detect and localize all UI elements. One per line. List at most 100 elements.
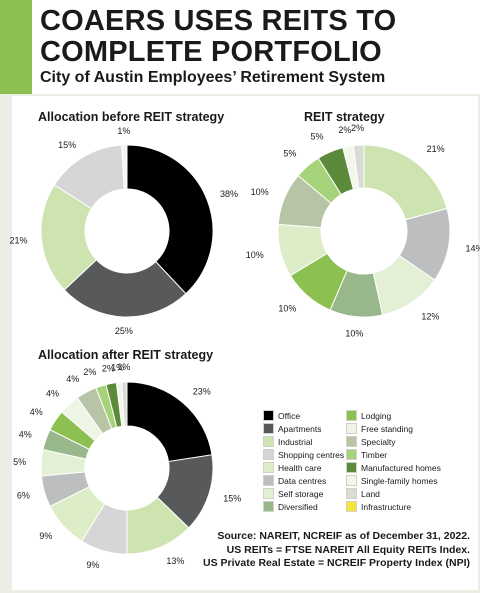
legend-label: Timber [361, 449, 388, 460]
donut-reit: 21% 14% 12% 10% 10% 10% 10% 5% 5% 2%2% [246, 123, 480, 339]
legend-label: Land [361, 488, 380, 499]
legend-item: Industrial [263, 436, 313, 447]
page-subtitle: City of Austin Employees’ Retirement Sys… [40, 69, 386, 86]
legend: Office Apartments Industrial Shopping centr… [263, 410, 473, 530]
donut-2-label-7: 4% [19, 429, 32, 439]
legend-item: Land [346, 488, 380, 499]
donut-2-label-6: 5% [13, 457, 26, 467]
legend-item: Health care [263, 462, 321, 473]
legend-swatch [346, 410, 357, 421]
donut-0-label-2: 21% [9, 235, 27, 245]
legend-label: Self storage [278, 488, 324, 499]
legend-item: Lodging [346, 410, 391, 421]
donut-2-label-3: 9% [86, 560, 99, 570]
donut-1-label-8: 5% [310, 131, 323, 141]
legend-item: Diversified [263, 501, 318, 512]
legend-swatch [346, 449, 357, 460]
page-title: COAERS USES REITS TO COMPLETE PORTFOLIO [40, 5, 397, 68]
legend-item: Specialty [346, 436, 396, 447]
donut-2-label-8: 4% [30, 407, 43, 417]
legend-label: Manufactured homes [361, 462, 441, 473]
donut-0-label-4: 1% [117, 126, 130, 136]
donut-1-label-6: 10% [251, 187, 269, 197]
legend-swatch [263, 501, 274, 512]
donut-0-slice-4 [121, 144, 128, 190]
donut-2-label-2: 13% [166, 556, 184, 566]
donut-2-label-11: 2% [83, 367, 96, 377]
legend-swatch [346, 436, 357, 447]
donut-1-label-2: 12% [421, 312, 439, 322]
legend-item: Shopping centres [263, 449, 344, 460]
legend-label: Lodging [361, 410, 392, 421]
donut-after: 23%15%13%9%9%6%5%4%4%4%4%2% 2%1%1% [13, 362, 241, 570]
legend-swatch [346, 423, 357, 434]
donut-2-label-12: 2% [102, 364, 115, 374]
legend-label: Health care [278, 462, 322, 473]
legend-item: Self storage [263, 488, 323, 499]
source-line-3: US Private Real Estate = NCREIF Property… [203, 557, 470, 569]
donut-1-label-7: 5% [283, 148, 296, 158]
chart-title-before: Allocation before REIT strategy [38, 110, 225, 124]
donut-1-label-9: 2% [338, 125, 351, 135]
donut-0-label-0: 38% [220, 189, 238, 199]
legend-label: Specialty [361, 436, 396, 447]
legend-swatch [346, 462, 357, 473]
donut-2-label-14: 1% [117, 362, 130, 372]
legend-label: Infrastructure [361, 501, 412, 512]
donut-1-label-4: 10% [278, 304, 296, 314]
legend-swatch [263, 436, 274, 447]
legend-swatch [263, 423, 274, 434]
legend-item: Office [263, 410, 300, 421]
legend-label: Shopping centres [278, 449, 345, 460]
legend-label: Apartments [278, 423, 322, 434]
legend-swatch [346, 475, 357, 486]
legend-label: Single-family homes [361, 475, 438, 486]
donut-1-label-1: 14% [465, 244, 480, 254]
header: COAERS USES REITS TO COMPLETE PORTFOLIO … [0, 0, 480, 94]
legend-swatch [263, 410, 274, 421]
donut-1-label-0: 21% [427, 144, 445, 154]
donut-1-label-10: 2% [351, 123, 364, 133]
legend-swatch [263, 449, 274, 460]
donut-0-slice-1 [63, 259, 187, 318]
donut-0-slice-0 [126, 144, 214, 295]
legend-label: Industrial [278, 436, 313, 447]
legend-swatch [263, 475, 274, 486]
donut-2-label-1: 15% [223, 494, 241, 504]
legend-item: Infrastructure [346, 501, 411, 512]
legend-label: Office [278, 410, 301, 421]
legend-swatch [263, 488, 274, 499]
donut-2-label-10: 4% [66, 374, 79, 384]
legend-item: Free standing [346, 423, 413, 434]
donut-2-label-0: 23% [193, 386, 211, 396]
accent-bar [0, 0, 32, 94]
chart-title-after: Allocation after REIT strategy [38, 348, 214, 362]
donut-1-label-3: 10% [345, 329, 363, 339]
legend-swatch [346, 501, 357, 512]
legend-item: Single-family homes [346, 475, 438, 486]
legend-item: Manufactured homes [346, 462, 441, 473]
donut-2-label-5: 6% [17, 491, 30, 501]
source-line-2: US REITs = FTSE NAREIT All Equity REITs … [226, 543, 470, 556]
legend-item: Timber [346, 449, 387, 460]
legend-swatch [263, 462, 274, 473]
legend-label: Free standing [361, 423, 413, 434]
donut-0-label-3: 15% [58, 140, 76, 150]
legend-label: Data centres [278, 475, 327, 486]
legend-item: Apartments [263, 423, 321, 434]
donut-2-label-13: 1% [111, 362, 124, 372]
donut-0-label-1: 25% [115, 326, 133, 336]
donut-1-label-5: 10% [246, 250, 264, 260]
donut-2-label-4: 9% [39, 531, 52, 541]
legend-swatch [346, 488, 357, 499]
source-line-1: Source: NAREIT, NCREIF as of December 31… [217, 530, 470, 542]
legend-label: Diversified [278, 501, 318, 512]
chart-panel: Allocation before REIT strategy 38% 25% 21… [9, 96, 480, 590]
legend-item: Data centres [263, 475, 326, 486]
donut-before: 38% 25% 21% 15% 1% [9, 126, 238, 336]
chart-title-reit: REIT strategy [304, 110, 385, 124]
donut-2-slice-14 [121, 381, 128, 427]
source-note: Source: NAREIT, NCREIF as of December 31… [170, 530, 470, 571]
donut-1-slice-10 [352, 144, 365, 189]
donut-2-label-9: 4% [46, 388, 59, 398]
